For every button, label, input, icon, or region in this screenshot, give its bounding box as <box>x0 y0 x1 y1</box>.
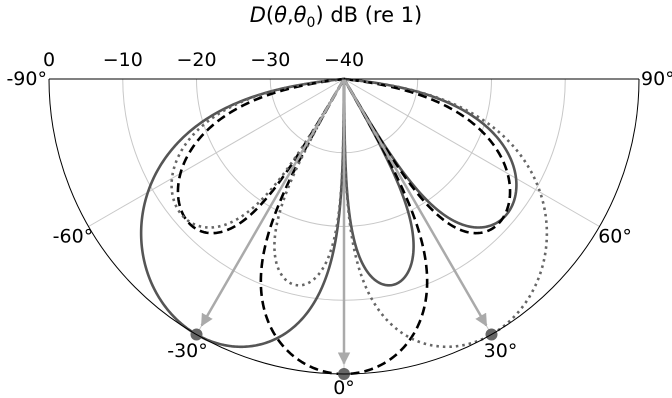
angle-tick-label: 30° <box>484 340 518 362</box>
radial-tick-label: −20 <box>176 49 216 71</box>
title-theta0: θ <box>294 3 307 27</box>
polar-frame <box>48 78 640 375</box>
radial-tick-label: −30 <box>250 49 290 71</box>
radial-tick-label: −40 <box>324 49 364 71</box>
radial-tick-label: 0 <box>43 49 55 71</box>
steer-arrow <box>342 78 488 327</box>
outer-arc <box>48 78 640 375</box>
angle-tick-label: 0° <box>333 377 355 398</box>
title-paren-close: ) <box>315 3 323 27</box>
steer-arrows <box>200 78 488 365</box>
radial-tick-label: −10 <box>103 49 143 71</box>
pattern-line <box>139 77 518 349</box>
title-paren-open: ( <box>266 3 274 27</box>
angle-tick-label: -90° <box>6 68 47 90</box>
angle-tick-label: -60° <box>53 226 94 248</box>
title-comma: , <box>287 3 294 27</box>
pattern-line <box>170 77 549 349</box>
grid-spoke <box>88 78 345 227</box>
title-sub0: 0 <box>307 15 316 31</box>
steer-arrow <box>200 78 346 327</box>
angle-tick-label: -30° <box>167 340 208 362</box>
title-d: D <box>250 3 266 27</box>
angle-tick-label: 90° <box>641 68 672 90</box>
title-theta: θ <box>274 3 287 27</box>
angle-tick-label: 60° <box>598 226 632 248</box>
tick-labels: -90° -60° -30° 0° 30° 60° 90° 0 −10 −20 −30 −40 <box>6 49 672 398</box>
grid-spoke <box>343 78 600 227</box>
chart-title: D(θ,θ0) dB (re 1) <box>250 3 423 31</box>
title-suffix: dB (re 1) <box>324 3 423 27</box>
